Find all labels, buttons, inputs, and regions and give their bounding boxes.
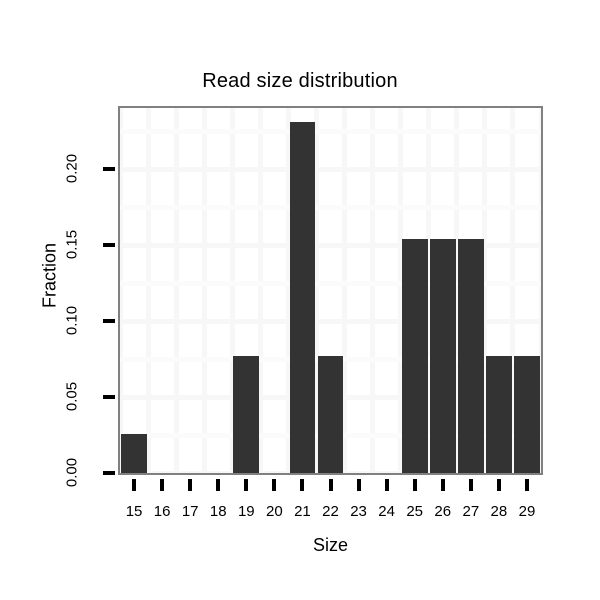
x-tick-label: 15 — [125, 503, 143, 520]
y-tick-mark — [103, 395, 115, 400]
bar — [121, 433, 147, 473]
y-tick-mark — [103, 243, 115, 248]
x-tick-label: 27 — [462, 503, 480, 520]
gridline-vertical — [313, 108, 319, 473]
x-tick-label: 24 — [378, 503, 395, 520]
x-tick-mark — [132, 479, 137, 491]
x-axis-title: Size — [312, 535, 348, 555]
bar — [233, 356, 260, 473]
x-tick-mark — [216, 479, 221, 491]
x-tick-mark — [272, 479, 277, 491]
gridline-horizontal-minor — [120, 280, 541, 286]
gridline-horizontal — [120, 318, 541, 324]
plot-panel — [118, 106, 543, 475]
gridline-vertical — [285, 108, 291, 473]
chart-title: Read size distribution — [202, 70, 398, 92]
gridline-vertical — [370, 108, 376, 473]
y-tick-label: 0.20 — [63, 154, 81, 184]
x-tick-label: 16 — [153, 503, 171, 520]
gridline-vertical — [257, 108, 263, 473]
x-tick-mark — [468, 479, 473, 491]
gridline-horizontal — [120, 166, 541, 172]
gridline-vertical — [398, 108, 404, 473]
gridline-vertical — [120, 108, 123, 473]
y-tick-mark — [103, 319, 115, 324]
gridline-vertical — [173, 108, 179, 473]
x-tick-mark — [244, 479, 249, 491]
x-tick-mark — [384, 479, 389, 491]
y-tick-label: 0.05 — [63, 382, 81, 412]
bar — [429, 239, 456, 473]
bar — [317, 356, 344, 473]
x-tick-label: 18 — [209, 503, 227, 520]
x-tick-mark — [300, 479, 305, 491]
gridline-horizontal-minor — [120, 204, 541, 210]
gridline-vertical — [229, 108, 235, 473]
gridline-vertical — [482, 108, 488, 473]
x-tick-mark — [412, 479, 417, 491]
gridline-vertical — [454, 108, 460, 473]
x-tick-label: 26 — [434, 503, 452, 520]
x-tick-mark — [328, 479, 333, 491]
x-tick-label: 29 — [518, 503, 536, 520]
plot-area — [120, 108, 541, 473]
x-tick-mark — [356, 479, 361, 491]
x-tick-label: 20 — [266, 503, 283, 520]
gridline-vertical — [201, 108, 207, 473]
y-tick-label: 0.10 — [63, 306, 81, 336]
x-tick-mark — [440, 479, 445, 491]
x-tick-mark — [188, 479, 193, 491]
gridline-vertical — [510, 108, 516, 473]
gridline-horizontal — [120, 242, 541, 248]
bar — [457, 239, 484, 473]
bar — [514, 356, 540, 473]
x-tick-label: 23 — [350, 503, 367, 520]
bar — [401, 239, 428, 473]
x-tick-label: 21 — [294, 503, 311, 520]
y-tick-label: 0.15 — [63, 230, 81, 260]
x-tick-label: 19 — [237, 503, 255, 520]
y-tick-mark — [103, 167, 115, 172]
y-tick-mark — [103, 471, 115, 475]
x-tick-mark — [496, 479, 501, 491]
x-tick-mark — [160, 479, 165, 491]
x-tick-mark — [524, 479, 529, 491]
x-tick-label: 25 — [406, 503, 424, 520]
x-tick-label: 17 — [181, 503, 199, 520]
x-tick-label: 22 — [322, 503, 339, 520]
bar — [289, 122, 316, 473]
gridline-vertical — [145, 108, 151, 473]
gridline-vertical — [538, 108, 541, 473]
x-tick-label: 28 — [490, 503, 508, 520]
gridline-vertical — [342, 108, 348, 473]
y-tick-label: 0.00 — [63, 457, 81, 488]
y-axis-title: Fraction — [39, 242, 60, 309]
gridline-vertical — [426, 108, 432, 473]
gridline-horizontal-minor — [120, 129, 541, 135]
bar — [485, 356, 512, 473]
